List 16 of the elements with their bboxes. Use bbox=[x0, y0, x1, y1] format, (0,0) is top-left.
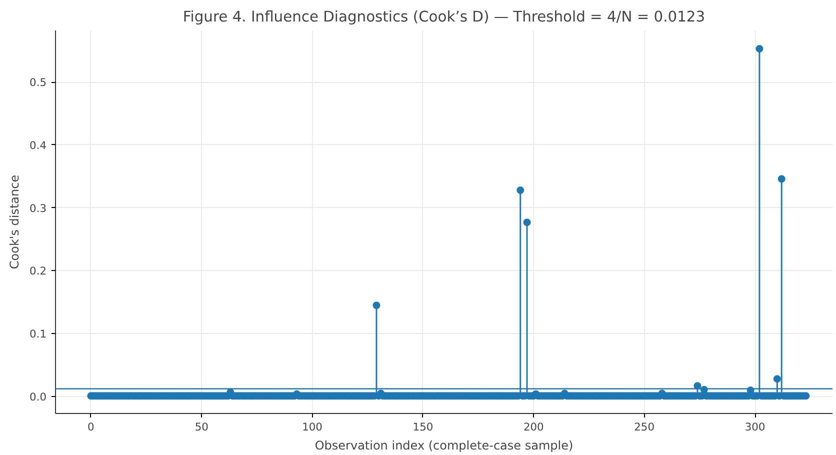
y-tick-label: 0.5 bbox=[30, 76, 47, 90]
chart-title: Figure 4. Influence Diagnostics (Cook’s D) — Threshold = 4/N = 0.0123 bbox=[182, 8, 706, 26]
x-tick-label: 50 bbox=[194, 420, 209, 434]
x-tick-label: 100 bbox=[302, 420, 323, 434]
y-tick-label: 0.1 bbox=[30, 328, 47, 341]
x-tick-label: 150 bbox=[412, 420, 434, 434]
y-tick-label: 0.2 bbox=[30, 264, 47, 278]
x-axis-title: Observation index (complete-case sample) bbox=[314, 438, 574, 452]
y-axis-title: Cook's distance bbox=[8, 174, 22, 270]
x-tick-label: 250 bbox=[634, 420, 655, 434]
x-tick-label: 0 bbox=[88, 420, 95, 434]
y-tick-label: 0.3 bbox=[30, 202, 47, 215]
x-tick-label: 200 bbox=[523, 420, 544, 434]
x-tick-label: 300 bbox=[744, 420, 766, 434]
y-tick-label: 0.0 bbox=[30, 390, 47, 404]
y-tick-label: 0.4 bbox=[30, 138, 47, 152]
